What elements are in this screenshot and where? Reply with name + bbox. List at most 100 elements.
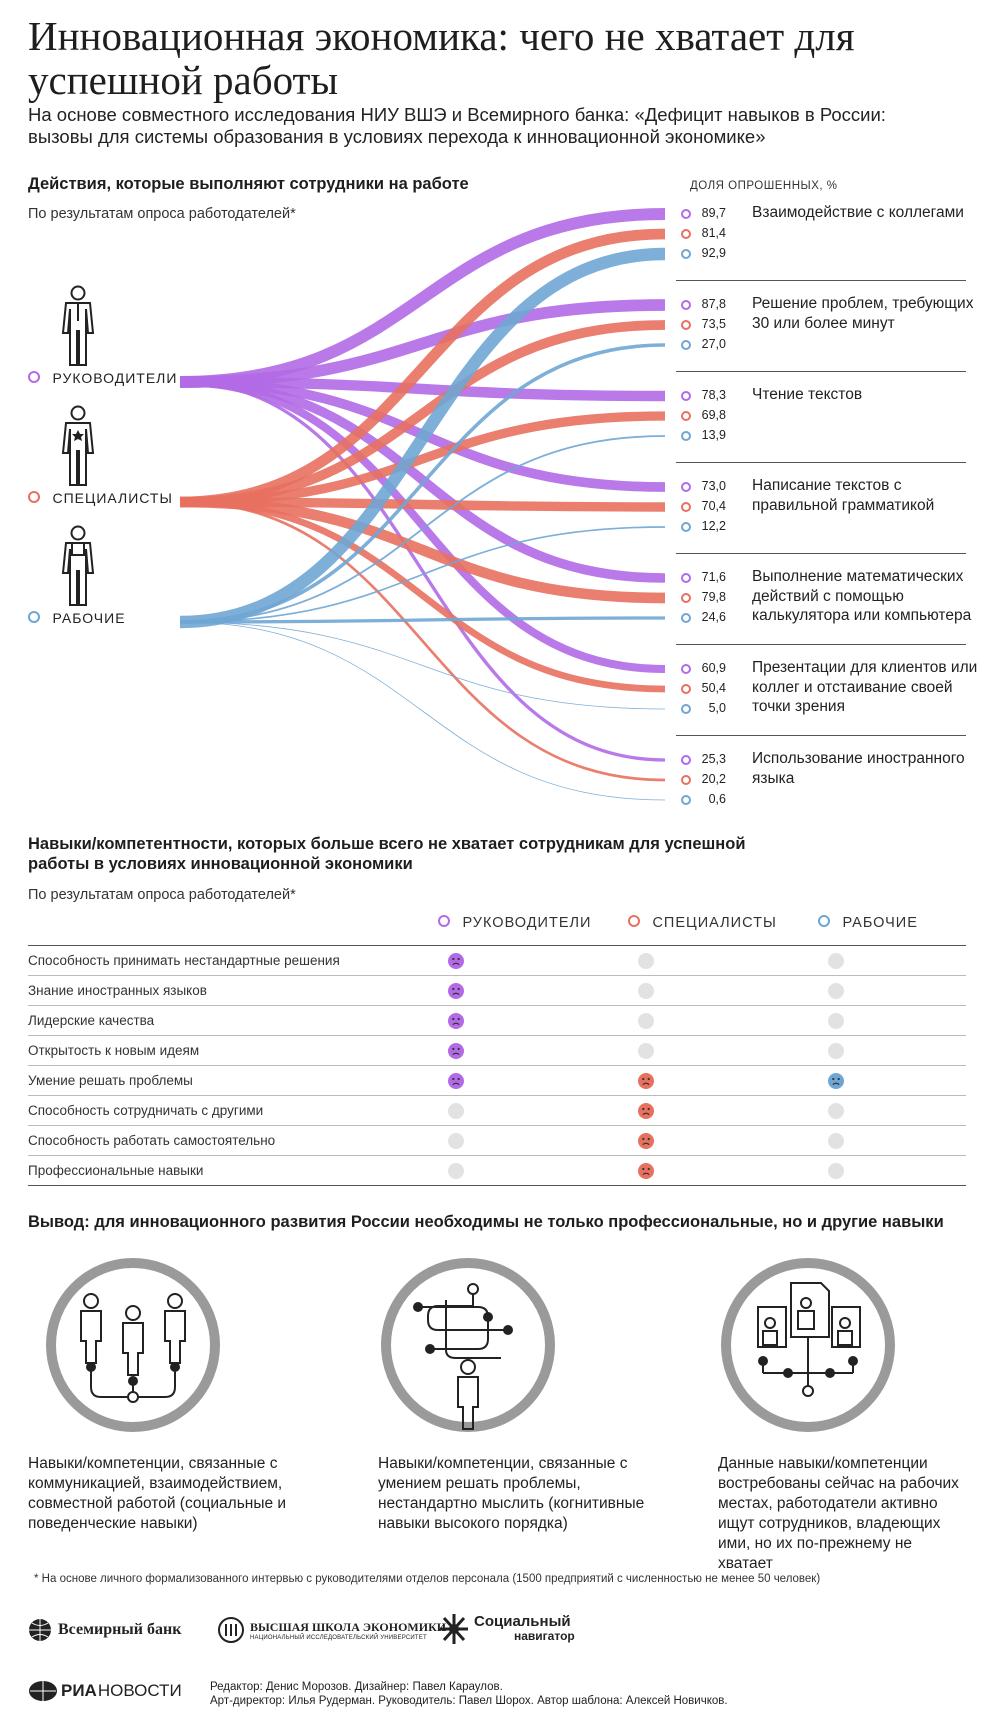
sad-face-icon	[828, 1073, 844, 1094]
sad-face-icon	[638, 1133, 654, 1154]
value-dot-icon	[681, 300, 691, 310]
table-row: Способность сотрудничать с другими	[0, 1096, 998, 1126]
specialists-dot-icon	[628, 915, 640, 927]
job-documents-icon	[721, 1258, 895, 1432]
value-label: 70,4	[701, 499, 726, 513]
sad-face-icon	[448, 983, 464, 1004]
row-divider	[28, 1185, 966, 1186]
group-managers-label: РУКОВОДИТЕЛИ	[52, 370, 178, 386]
col-workers: РАБОЧИЕ	[818, 914, 918, 932]
value-label: 89,7	[701, 206, 726, 220]
flow-line-2-2	[179, 320, 666, 507]
flow-line-3-5	[179, 616, 666, 624]
value-dot-icon	[681, 775, 691, 785]
skill-label: Открытость к новым идеям	[28, 1043, 200, 1058]
row-divider	[28, 1095, 966, 1096]
empty-circle-icon	[828, 953, 844, 974]
flow-line-2-7	[179, 500, 666, 782]
empty-circle-icon	[828, 1163, 844, 1184]
value-label: 27,0	[701, 337, 726, 351]
unit-label: ДОЛЯ ОПРОШЕННЫХ, %	[690, 180, 838, 192]
value-dot-icon	[681, 664, 691, 674]
value-label: 60,9	[701, 661, 726, 675]
value-label: 92,9	[701, 246, 726, 260]
skill-label: Способность сотрудничать с другими	[28, 1103, 264, 1118]
page-subtitle: На основе совместного исследования НИУ В…	[28, 104, 886, 147]
category-label: Презентации для клиентов или коллег и от…	[752, 659, 978, 715]
category-divider	[676, 280, 966, 281]
social-navigator-logo: Социальный навигатор	[438, 1612, 575, 1646]
value-dot-icon	[681, 684, 691, 694]
category-divider	[676, 371, 966, 372]
category-divider	[676, 735, 966, 736]
ria-logo: РИА НОВОСТИ	[28, 1680, 182, 1702]
ria-globe-icon	[29, 1681, 57, 1701]
table-row: Способность принимать нестандартные реше…	[0, 946, 998, 976]
manager-figure-icon	[61, 285, 95, 366]
category-label: Использование иностранного языка	[752, 750, 965, 787]
value-label: 24,6	[701, 610, 726, 624]
group-workers: РАБОЧИЕ	[28, 610, 126, 628]
team-network-icon	[46, 1258, 220, 1432]
empty-circle-icon	[638, 983, 654, 1004]
value-dot-icon	[681, 593, 691, 603]
ria-name-2: НОВОСТИ	[97, 1681, 182, 1700]
sad-face-icon	[448, 953, 464, 974]
value-dot-icon	[681, 391, 691, 401]
value-label: 73,0	[701, 479, 726, 493]
value-dot-icon	[681, 431, 691, 441]
conclusion-text-2: Навыки/компетенции, связанные с умением …	[378, 1455, 645, 1532]
conclusion-text-3: Данные навыки/компетенции востребованы с…	[718, 1455, 959, 1572]
empty-circle-icon	[638, 1043, 654, 1064]
value-label: 87,8	[701, 297, 726, 311]
category-label: Чтение текстов	[752, 386, 863, 403]
value-dot-icon	[681, 249, 691, 259]
row-divider	[28, 1065, 966, 1066]
category-label: Взаимодействие с коллегами	[752, 204, 964, 221]
value-dot-icon	[681, 320, 691, 330]
flow-line-3-6	[179, 621, 666, 710]
managers-dot-icon	[28, 371, 40, 383]
col-specialists-label: СПЕЦИАЛИСТЫ	[652, 915, 777, 931]
hse-emblem-icon	[218, 1617, 244, 1643]
row-divider	[28, 1035, 966, 1036]
empty-circle-icon	[828, 1013, 844, 1034]
credits-line1: Редактор: Денис Морозов. Дизайнер: Павел…	[210, 1681, 503, 1693]
flow-chart	[179, 208, 691, 805]
sad-face-icon	[638, 1103, 654, 1124]
value-dot-icon	[681, 482, 691, 492]
category-divider	[676, 462, 966, 463]
hse-name: ВЫСШАЯ ШКОЛА ЭКОНОМИКИ	[250, 1619, 447, 1634]
value-label: 12,2	[701, 519, 726, 533]
value-dot-icon	[681, 755, 691, 765]
empty-circle-icon	[828, 1043, 844, 1064]
social-line1: Социальный	[474, 1613, 571, 1630]
value-label: 78,3	[701, 388, 726, 402]
value-label: 81,4	[701, 226, 726, 240]
sad-face-icon	[448, 1013, 464, 1034]
category-label: Решение проблем, требующих 30 или более …	[752, 295, 974, 332]
empty-circle-icon	[448, 1133, 464, 1154]
value-dot-icon	[681, 411, 691, 421]
flow-line-1-6	[179, 377, 666, 674]
value-dot-icon	[681, 522, 691, 532]
value-label: 20,2	[701, 772, 726, 786]
problem-solving-icon	[381, 1258, 555, 1432]
col-managers-label: РУКОВОДИТЕЛИ	[462, 915, 592, 931]
table-row: Открытость к новым идеям	[0, 1036, 998, 1066]
flow-line-3-7	[179, 621, 666, 801]
worldbank-name: Всемирный банк	[58, 1621, 182, 1638]
hse-subname: НАЦИОНАЛЬНЫЙ ИССЛЕДОВАТЕЛЬСКИЙ УНИВЕРСИТ…	[250, 1634, 427, 1641]
empty-circle-icon	[638, 953, 654, 974]
row-divider	[28, 1125, 966, 1126]
flow-line-3-1	[179, 247, 666, 629]
credits: Редактор: Денис Морозов. Дизайнер: Павел…	[210, 1680, 970, 1708]
skill-label: Способность работать самостоятельно	[28, 1133, 276, 1148]
flow-line-2-3	[179, 411, 666, 507]
flow-line-3-2	[179, 343, 666, 624]
table-row: Лидерские качества	[0, 1006, 998, 1036]
page-title: Инновационная экономика: чего не хватает…	[28, 13, 855, 103]
flow-line-2-5	[179, 496, 666, 604]
section3-heading: Вывод: для инновационного развития Росси…	[28, 1213, 944, 1231]
sad-face-icon	[638, 1163, 654, 1184]
